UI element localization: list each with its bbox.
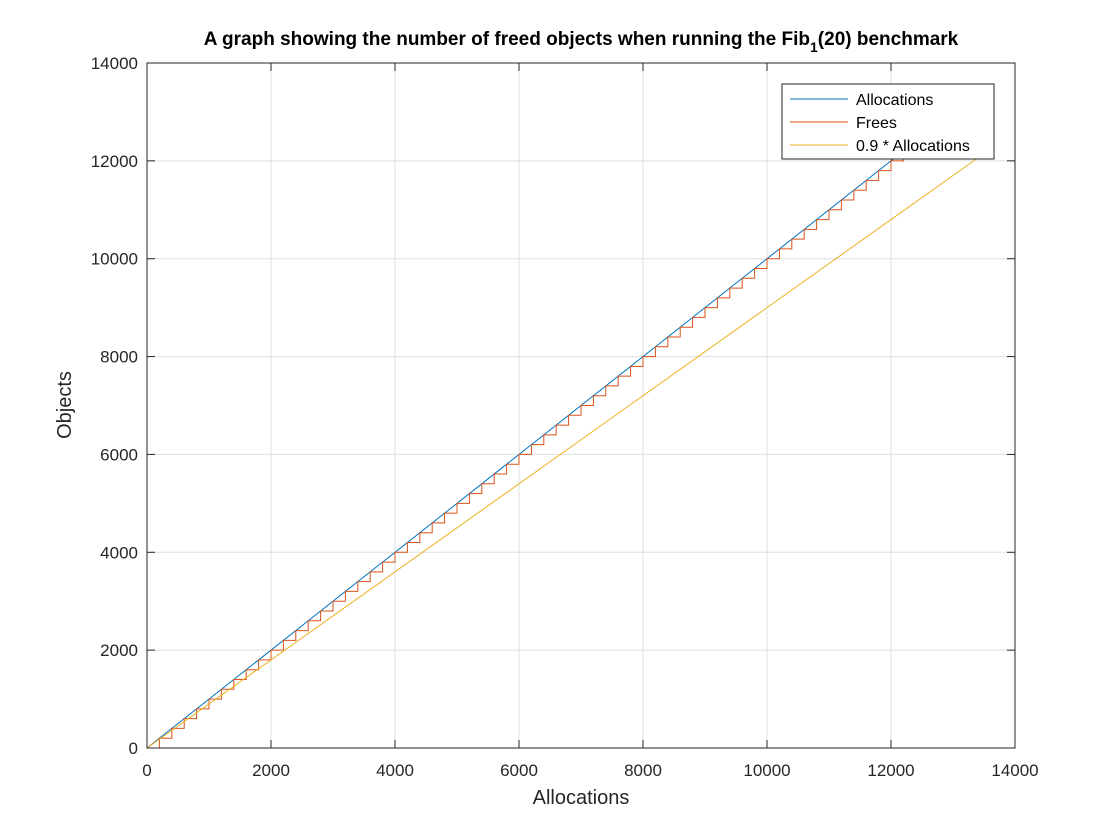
legend-label-scaled-allocations: 0.9 * Allocations: [856, 138, 970, 155]
series-frees: [147, 92, 979, 749]
title-main: A graph showing the number of freed obje…: [204, 29, 810, 50]
title-subscript: 1: [810, 39, 818, 55]
plot-frame: [146, 62, 1016, 749]
y-tick-label: 4000: [100, 543, 138, 562]
y-tick-label: 12000: [91, 152, 138, 171]
x-tick-label: 0: [142, 761, 151, 780]
ticks: 0 2000 4000 6000 8000 10000 12000 14000 0 2000 400…: [91, 54, 1039, 780]
y-axis-label: Objects: [54, 371, 76, 439]
x-tick-label: 10000: [743, 761, 790, 780]
x-tick-label: 6000: [500, 761, 538, 780]
x-axis-label: Allocations: [533, 787, 630, 809]
x-tick-label: 2000: [252, 761, 290, 780]
series-allocations: [146, 87, 985, 749]
legend: Allocations Frees 0.9 * Allocations: [781, 83, 995, 160]
y-tick-label: 14000: [91, 54, 138, 73]
x-tick-label: 12000: [867, 761, 914, 780]
y-tick-label: 0: [129, 739, 138, 758]
chart-title: A graph showing the number of freed obje…: [204, 29, 959, 55]
y-tick-label: 2000: [100, 641, 138, 660]
y-tick-label: 10000: [91, 250, 138, 269]
x-tick-label: 14000: [991, 761, 1038, 780]
y-tick-label: 8000: [100, 348, 138, 367]
legend-label-frees: Frees: [856, 115, 897, 132]
x-tick-label: 4000: [376, 761, 414, 780]
grid: [147, 63, 1015, 748]
y-tick-label: 6000: [100, 445, 138, 464]
x-tick-label: 8000: [624, 761, 662, 780]
series-0-9-allocations: [146, 153, 985, 749]
title-end: (20) benchmark: [818, 29, 959, 50]
series-layer: [146, 87, 985, 749]
legend-label-allocations: Allocations: [856, 92, 933, 109]
